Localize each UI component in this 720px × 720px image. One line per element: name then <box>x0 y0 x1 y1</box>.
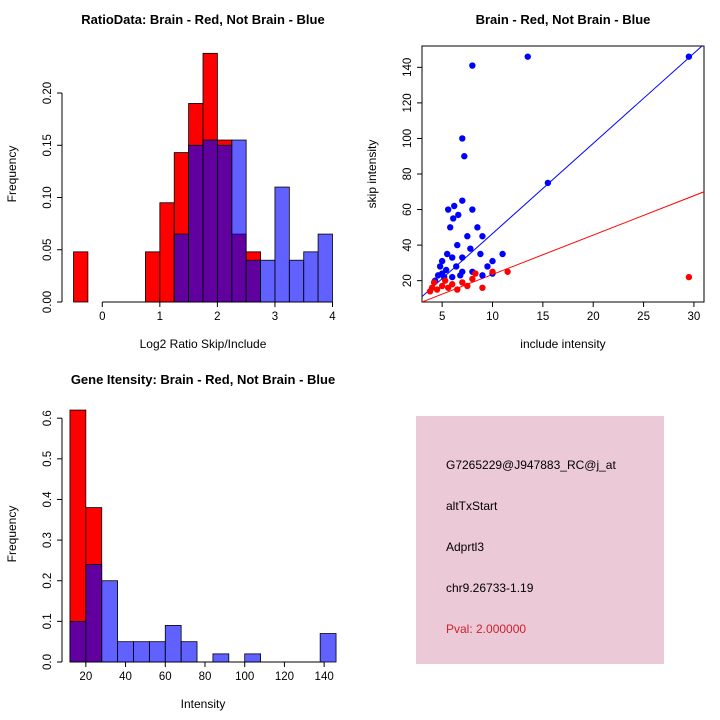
intensity-scatter-chart: Brain - Red, Not Brain - Blue 5 10 15 20 25 30… <box>365 12 705 351</box>
svg-text:Frequency: Frequency <box>5 146 19 203</box>
svg-text:40: 40 <box>402 239 414 252</box>
svg-text:include intensity: include intensity <box>520 337 605 351</box>
info-box: G7265229@J947883_RC@j_at altTxStart Adpr… <box>416 416 664 664</box>
svg-text:0.05: 0.05 <box>42 239 54 261</box>
svg-text:30: 30 <box>688 311 701 323</box>
probe-id-text: G7265229@J947883_RC@j_at <box>446 458 616 472</box>
svg-text:120: 120 <box>402 93 414 112</box>
pval-text: Pval: 2.000000 <box>446 622 527 636</box>
svg-text:100: 100 <box>235 671 254 683</box>
svg-text:20: 20 <box>402 274 414 287</box>
svg-text:0.3: 0.3 <box>42 532 54 548</box>
svg-text:Gene Itensity: Brain - Red, No: Gene Itensity: Brain - Red, Not Brain - … <box>71 372 335 387</box>
svg-text:0: 0 <box>99 311 105 323</box>
svg-text:0.4: 0.4 <box>42 491 54 508</box>
svg-text:3: 3 <box>272 311 278 323</box>
panel-gene-intensity-histogram: Gene Itensity: Brain - Red, Not Brain - … <box>0 360 360 720</box>
panel-intensity-scatter: Brain - Red, Not Brain - Blue 5 10 15 20 25 30… <box>360 0 720 360</box>
svg-text:100: 100 <box>402 129 414 148</box>
svg-text:60: 60 <box>402 203 414 216</box>
svg-text:0.00: 0.00 <box>42 291 54 313</box>
svg-text:120: 120 <box>275 671 294 683</box>
svg-text:80: 80 <box>402 168 414 181</box>
svg-text:10: 10 <box>486 311 499 323</box>
svg-text:80: 80 <box>199 671 212 683</box>
svg-text:0.5: 0.5 <box>42 451 54 467</box>
svg-text:140: 140 <box>402 58 414 77</box>
svg-text:Frequency: Frequency <box>5 506 19 563</box>
svg-text:0.0: 0.0 <box>42 654 54 670</box>
svg-text:4: 4 <box>329 311 336 323</box>
svg-text:140: 140 <box>315 671 334 683</box>
panel-info: G7265229@J947883_RC@j_at altTxStart Adpr… <box>360 360 720 720</box>
gene-name-text: Adprtl3 <box>446 540 485 554</box>
ratio-histogram-chart: RatioData: Brain - Red, Not Brain - Blue… <box>5 12 336 351</box>
panel-ratio-histogram: RatioData: Brain - Red, Not Brain - Blue… <box>0 0 360 360</box>
svg-text:40: 40 <box>119 671 132 683</box>
svg-text:skip intensity: skip intensity <box>365 140 379 209</box>
svg-text:0.2: 0.2 <box>42 573 54 589</box>
svg-text:0.6: 0.6 <box>42 410 54 426</box>
svg-text:20: 20 <box>79 671 92 683</box>
svg-text:25: 25 <box>637 311 650 323</box>
event-type-text: altTxStart <box>446 499 498 513</box>
svg-text:0.10: 0.10 <box>42 186 54 208</box>
svg-text:RatioData: Brain - Red, Not Br: RatioData: Brain - Red, Not Brain - Blue <box>81 12 324 27</box>
svg-text:60: 60 <box>159 671 172 683</box>
svg-text:2: 2 <box>214 311 220 323</box>
svg-text:15: 15 <box>536 311 549 323</box>
location-text: chr9.26733-1.19 <box>446 581 534 595</box>
svg-text:20: 20 <box>587 311 600 323</box>
svg-text:Log2 Ratio Skip/Include: Log2 Ratio Skip/Include <box>140 337 267 351</box>
svg-text:0.1: 0.1 <box>42 613 54 629</box>
svg-text:Intensity: Intensity <box>181 697 226 711</box>
svg-text:0.20: 0.20 <box>42 82 54 104</box>
svg-text:1: 1 <box>157 311 163 323</box>
svg-text:0.15: 0.15 <box>42 134 54 156</box>
svg-text:Brain - Red, Not Brain - Blue: Brain - Red, Not Brain - Blue <box>476 12 651 27</box>
gene-intensity-histogram-chart: Gene Itensity: Brain - Red, Not Brain - … <box>5 372 337 711</box>
svg-text:5: 5 <box>439 311 445 323</box>
